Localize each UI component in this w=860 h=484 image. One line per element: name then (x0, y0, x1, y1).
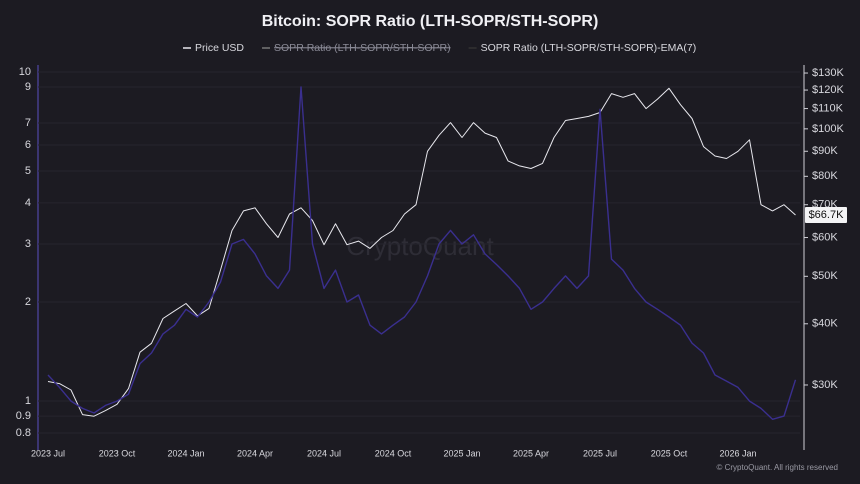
footer: © CryptoQuant. All rights reserved (717, 463, 839, 472)
y2-tick-label: $60K (812, 231, 838, 243)
y-tick-label: 0.8 (16, 427, 31, 439)
watermark: CryptoQuant (346, 231, 494, 261)
x-tick-label: 2024 Jan (167, 448, 204, 458)
y-tick-label: 4 (25, 197, 31, 209)
x-tick-label: 2024 Oct (375, 448, 412, 458)
legend-label: SOPR Ratio (LTH-SOPR/STH-SOPR) (274, 42, 451, 54)
y-tick-label: 5 (25, 165, 31, 177)
y2-tick-label: $120K (812, 84, 844, 96)
x-tick-label: 2026 Jan (719, 448, 756, 458)
x-tick-label: 2025 Oct (651, 448, 688, 458)
x-tick-label: 2025 Jan (443, 448, 480, 458)
y-tick-label: 7 (25, 117, 31, 129)
price-tag-label: $66.7K (809, 209, 845, 221)
x-tick-label: 2025 Jul (583, 448, 617, 458)
legend-label: Price USD (195, 42, 244, 54)
y-tick-label: 0.9 (16, 410, 31, 422)
y2-tick-label: $80K (812, 170, 838, 182)
x-tick-label: 2023 Jul (31, 448, 65, 458)
y-tick-label: 1 (25, 395, 31, 407)
y-tick-label: 3 (25, 238, 31, 250)
series-line (47, 86, 797, 420)
legend: Price USD SOPR Ratio (LTH-SOPR/STH-SOPR) S… (183, 42, 696, 54)
y2-tick-label: $130K (812, 67, 844, 79)
y-tick-label: 9 (25, 81, 31, 93)
y-tick-label: 2 (25, 296, 31, 308)
y2-tick-label: $100K (812, 123, 844, 135)
chart-title: Bitcoin: SOPR Ratio (LTH-SOPR/STH-SOPR) (262, 13, 599, 30)
x-tick-label: 2023 Oct (99, 448, 136, 458)
y2-tick-label: $90K (812, 145, 838, 157)
y2-tick-label: $110K (812, 102, 844, 114)
legend-label: SOPR Ratio (LTH-SOPR/STH-SOPR)-EMA(7) (481, 42, 697, 54)
y2-tick-label: $50K (812, 270, 838, 282)
x-tick-label: 2024 Apr (237, 448, 273, 458)
y-tick-label: 6 (25, 139, 31, 151)
x-tick-label: 2024 Jul (307, 448, 341, 458)
series-line (47, 87, 796, 417)
y-tick-label: 10 (19, 66, 31, 78)
price-tag (805, 206, 847, 223)
y2-tick-label: $30K (812, 379, 838, 391)
y2-tick-label: $40K (812, 318, 838, 330)
x-tick-label: 2025 Apr (513, 448, 549, 458)
